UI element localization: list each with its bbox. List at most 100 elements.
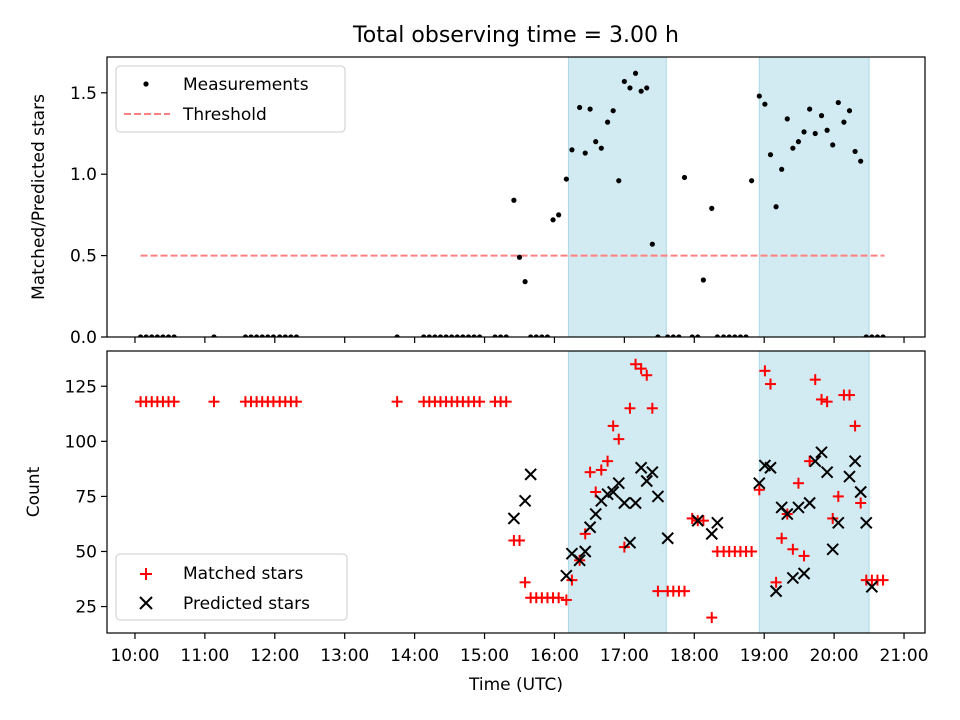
predicted-star-point: [618, 496, 631, 510]
measurement-point: [293, 334, 300, 337]
predicted-star-point: [579, 545, 592, 558]
matched-star-point: [624, 402, 636, 414]
matched-star-point: [595, 464, 607, 476]
matched-star-point: [832, 490, 844, 502]
matched-star-point: [474, 396, 486, 408]
matched-star-point: [764, 378, 776, 390]
matched-star-point: [579, 528, 591, 540]
matched-star-point: [641, 369, 653, 381]
measurement-point: [874, 334, 881, 337]
x-tick-label: 19:00: [740, 646, 789, 666]
measurement-point: [394, 334, 400, 337]
measurement-point: [477, 334, 483, 337]
predicted-star-point: [661, 532, 674, 545]
predicted-star-point: [860, 516, 873, 530]
x-tick-label: 14:00: [390, 646, 439, 666]
top-y-tick-label: 1.5: [70, 84, 97, 104]
predicted-star-point: [646, 465, 659, 479]
measurement-point: [288, 334, 294, 337]
measurement-point: [709, 205, 715, 211]
measurement-point: [863, 334, 869, 337]
matched-star-point: [753, 484, 765, 496]
matched-star-point: [776, 532, 788, 544]
measurement-point: [714, 334, 720, 337]
top-shaded-interval: [758, 57, 870, 337]
measurement-point: [426, 334, 432, 337]
matched-star-point: [816, 393, 828, 405]
measurement-point: [869, 334, 875, 337]
measurement-point: [801, 129, 807, 135]
measurement-point: [443, 334, 449, 337]
predicted-star-point: [854, 485, 867, 499]
matched-star-point: [560, 594, 572, 606]
measurement-point: [465, 334, 472, 337]
measurement-point: [539, 334, 545, 337]
top-legend: Measurements Threshold: [115, 65, 346, 133]
top-panel: 0.0 0.5 1.0 1.5 Matched/Predicted stars Mea…: [29, 56, 926, 348]
measurement-point: [171, 334, 177, 337]
matched-star-point: [602, 455, 614, 467]
bottom-plot-area: [135, 358, 889, 624]
measurement-point: [700, 277, 706, 283]
predicted-star-point: [786, 571, 800, 585]
bottom-shading: [567, 351, 870, 633]
measurement-point: [582, 150, 588, 156]
predicted-star-point: [843, 470, 856, 483]
matched-star-point: [804, 455, 816, 467]
matched-star-point: [706, 612, 718, 624]
measurement-point: [259, 334, 265, 337]
measurement-point: [528, 334, 534, 337]
bottom-legend: Matched stars Predicted stars: [115, 553, 348, 621]
measurement-point: [670, 334, 676, 337]
matched-star-point: [770, 576, 782, 588]
matched-star-point: [290, 396, 302, 408]
predicted-star-point: [809, 454, 822, 468]
matched-star-point: [630, 358, 642, 370]
measurement-point: [277, 334, 283, 337]
matched-star-point: [208, 396, 220, 408]
measurement-point: [437, 334, 444, 337]
bottom-y-tick-label: 75: [75, 487, 97, 507]
matched-star-point: [855, 497, 867, 509]
measurement-point: [721, 334, 727, 337]
measurement-point: [137, 334, 144, 337]
measurement-point: [795, 139, 802, 145]
measurement-point: [563, 176, 569, 182]
matched-star-point: [678, 585, 690, 597]
top-axes-frame: [106, 56, 926, 338]
matched-star-point: [809, 374, 821, 386]
measurement-point: [858, 158, 864, 164]
measurement-point: [689, 334, 695, 337]
x-tick-label: 16:00: [530, 646, 579, 666]
measurement-point: [621, 78, 627, 85]
measurement-point: [616, 178, 622, 184]
matched-star-point: [821, 396, 833, 408]
bottom-y-axis: 25 50 75 100 125: [65, 377, 107, 618]
measurement-point: [880, 334, 886, 337]
x-axis-label: Time (UTC): [468, 675, 563, 695]
measurement-point: [556, 212, 562, 218]
measurement-point: [665, 334, 671, 337]
chart-title: Total observing time = 3.00 h: [352, 23, 679, 48]
measurement-point: [818, 113, 825, 119]
predicted-star-point: [606, 485, 620, 499]
predicted-star-point: [815, 446, 828, 459]
legend-measurements-marker: [143, 81, 149, 87]
measurement-point: [211, 334, 217, 337]
measurement-point: [767, 152, 774, 158]
measurement-point: [644, 85, 650, 91]
measurement-point: [835, 99, 841, 106]
matched-star-point: [519, 576, 531, 588]
matched-star-point: [787, 543, 799, 555]
predicted-star-point: [518, 494, 532, 508]
measurement-point: [143, 334, 149, 337]
x-tick-label: 21:00: [880, 646, 929, 666]
top-shading: [567, 57, 870, 337]
predicted-star-point: [820, 465, 834, 479]
top-y-tick-label: 0.0: [70, 328, 97, 348]
measurement-point: [522, 279, 528, 285]
predicted-star-point: [651, 490, 665, 503]
measurement-point: [779, 166, 785, 172]
measurement-point: [270, 334, 276, 337]
